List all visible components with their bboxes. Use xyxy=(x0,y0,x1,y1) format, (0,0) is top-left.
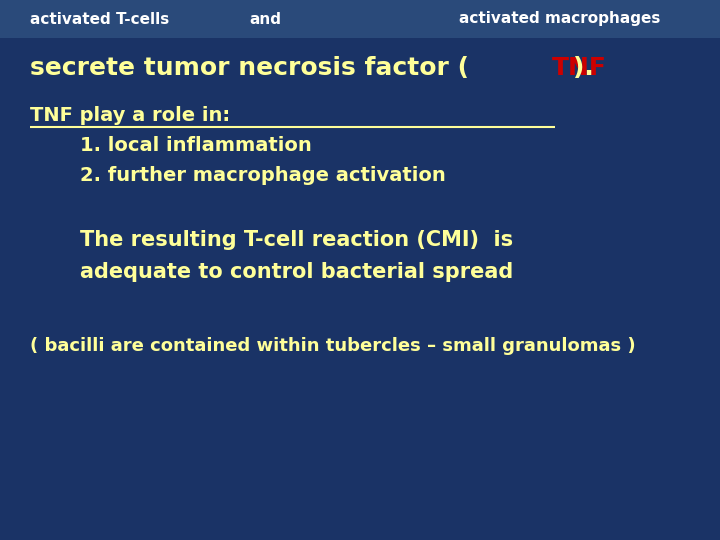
Text: activated macrophages: activated macrophages xyxy=(459,11,661,26)
Text: TNF: TNF xyxy=(552,56,607,80)
Text: ( bacilli are contained within tubercles – small granulomas ): ( bacilli are contained within tubercles… xyxy=(30,337,636,355)
Text: adequate to control bacterial spread: adequate to control bacterial spread xyxy=(80,262,513,282)
Text: secrete tumor necrosis factor (: secrete tumor necrosis factor ( xyxy=(30,56,469,80)
Text: 2. further macrophage activation: 2. further macrophage activation xyxy=(80,166,446,185)
Text: activated T-cells: activated T-cells xyxy=(30,11,169,26)
Text: TNF play a role in:: TNF play a role in: xyxy=(30,106,230,125)
Text: and: and xyxy=(249,11,281,26)
Text: 1. local inflammation: 1. local inflammation xyxy=(80,136,312,155)
Text: The resulting T-cell reaction (CMI)  is: The resulting T-cell reaction (CMI) is xyxy=(80,230,513,250)
Bar xyxy=(0,0,720,38)
Text: ).: ). xyxy=(573,56,593,80)
